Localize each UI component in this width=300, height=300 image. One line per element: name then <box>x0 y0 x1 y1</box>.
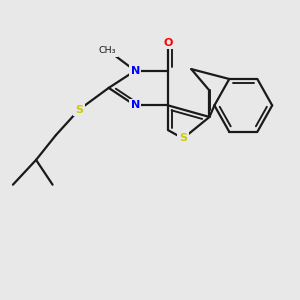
Text: O: O <box>164 38 173 48</box>
Text: S: S <box>75 105 83 115</box>
Text: S: S <box>179 134 187 143</box>
Text: CH₃: CH₃ <box>98 46 116 56</box>
Text: N: N <box>130 66 140 76</box>
Text: N: N <box>130 100 140 110</box>
